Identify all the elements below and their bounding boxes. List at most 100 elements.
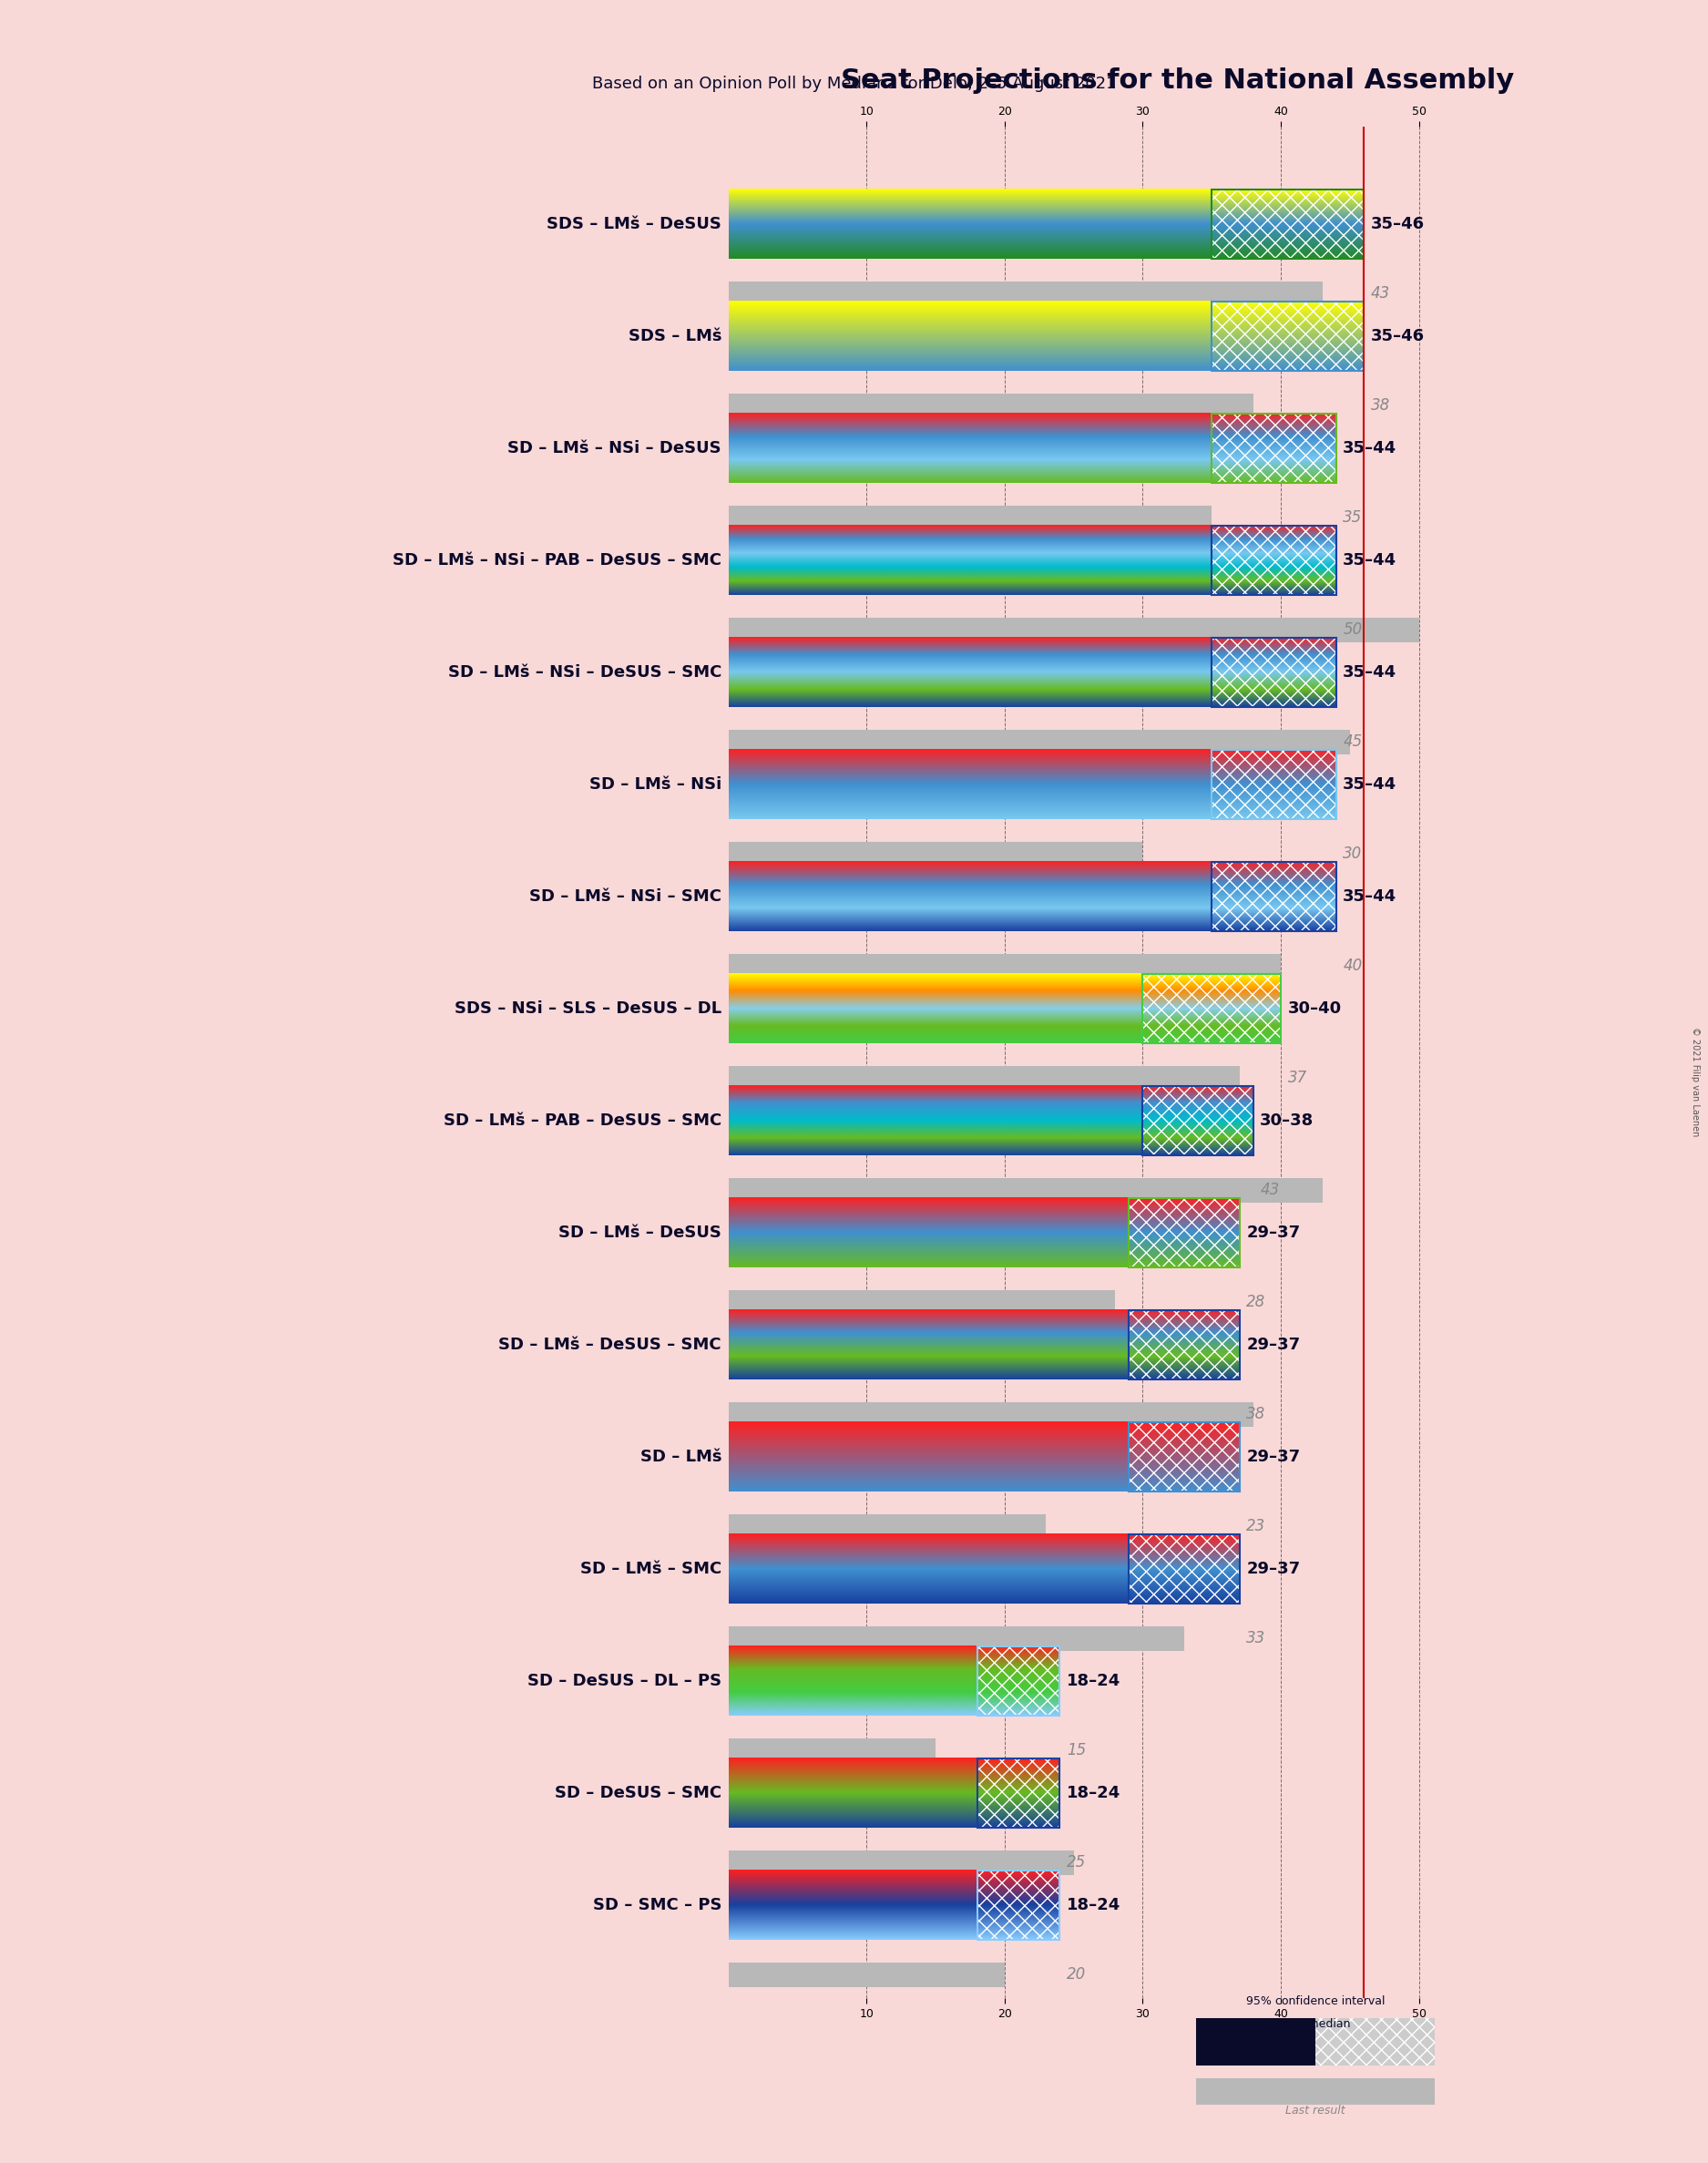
Text: SD – LMš – NSi: SD – LMš – NSi xyxy=(589,777,721,792)
Text: 95% confidence interval: 95% confidence interval xyxy=(1245,1996,1385,2007)
Text: 28: 28 xyxy=(1247,1293,1266,1311)
Text: 35–44: 35–44 xyxy=(1342,889,1397,904)
Text: SD – LMš – SMC: SD – LMš – SMC xyxy=(581,1562,721,1577)
Text: 30–38: 30–38 xyxy=(1261,1112,1313,1129)
Bar xyxy=(1129,1311,1240,1380)
Text: 29–37: 29–37 xyxy=(1247,1562,1300,1577)
Bar xyxy=(1196,2018,1315,2066)
Text: 35–46: 35–46 xyxy=(1370,216,1424,231)
Bar xyxy=(1211,751,1336,820)
Text: 38: 38 xyxy=(1370,398,1390,413)
Text: 45: 45 xyxy=(1342,733,1363,751)
Text: 29–37: 29–37 xyxy=(1247,1337,1300,1354)
Text: 18–24: 18–24 xyxy=(1068,1784,1120,1802)
Text: with median: with median xyxy=(1279,2018,1351,2029)
Text: SD – LMš – DeSUS: SD – LMš – DeSUS xyxy=(559,1224,721,1242)
Bar xyxy=(1211,413,1336,482)
Bar xyxy=(1143,1086,1254,1155)
Text: 35–44: 35–44 xyxy=(1342,439,1397,456)
Text: Last result: Last result xyxy=(1286,2105,1346,2115)
Bar xyxy=(1211,413,1336,482)
Text: 18–24: 18–24 xyxy=(1068,1672,1120,1689)
Text: 29–37: 29–37 xyxy=(1247,1224,1300,1242)
Text: 30–40: 30–40 xyxy=(1288,1001,1341,1017)
Bar xyxy=(728,1289,1115,1315)
Text: 37: 37 xyxy=(1288,1071,1307,1086)
Text: SD – LMš – NSi – PAB – DeSUS – SMC: SD – LMš – NSi – PAB – DeSUS – SMC xyxy=(393,552,721,569)
Text: © 2021 Filip van Laenen: © 2021 Filip van Laenen xyxy=(1691,1027,1699,1136)
Text: SDS – NSi – SLS – DeSUS – DL: SDS – NSi – SLS – DeSUS – DL xyxy=(454,1001,721,1017)
Text: 25: 25 xyxy=(1068,1854,1086,1871)
Bar xyxy=(1211,861,1336,932)
Text: SD – LMš – NSi – DeSUS: SD – LMš – NSi – DeSUS xyxy=(507,439,721,456)
Text: 35–44: 35–44 xyxy=(1342,552,1397,569)
Text: 40: 40 xyxy=(1342,958,1363,973)
Bar xyxy=(1143,973,1281,1043)
Bar xyxy=(1129,1534,1240,1603)
Bar xyxy=(728,1514,1045,1538)
Text: SD – LMš – NSi – DeSUS – SMC: SD – LMš – NSi – DeSUS – SMC xyxy=(447,664,721,681)
Bar xyxy=(977,1871,1061,1940)
Text: SDS – LMš – DeSUS: SDS – LMš – DeSUS xyxy=(547,216,721,231)
Bar xyxy=(1211,751,1336,820)
Bar xyxy=(977,1646,1061,1715)
Bar xyxy=(728,1179,1322,1203)
Bar xyxy=(1211,190,1363,260)
Bar xyxy=(728,954,1281,978)
Text: 35–46: 35–46 xyxy=(1370,329,1424,344)
Bar xyxy=(977,1759,1061,1828)
Bar xyxy=(1315,2018,1435,2066)
Text: 35–44: 35–44 xyxy=(1342,664,1397,681)
Bar xyxy=(1129,1423,1240,1492)
Bar xyxy=(1211,526,1336,595)
Text: 33: 33 xyxy=(1247,1631,1266,1646)
Text: 20: 20 xyxy=(1068,1966,1086,1983)
Bar xyxy=(728,1066,1240,1090)
Bar xyxy=(1129,1198,1240,1268)
Text: 15: 15 xyxy=(1068,1743,1086,1759)
Bar xyxy=(1143,973,1281,1043)
Bar xyxy=(728,1739,936,1763)
Bar xyxy=(1211,638,1336,707)
Bar xyxy=(1211,526,1336,595)
Bar xyxy=(1211,190,1363,260)
Text: SD – LMš – NSi – SMC: SD – LMš – NSi – SMC xyxy=(529,889,721,904)
Text: 35: 35 xyxy=(1342,510,1363,526)
Bar xyxy=(1211,638,1336,707)
Bar xyxy=(1129,1311,1240,1380)
Bar xyxy=(1143,1086,1254,1155)
Text: 29–37: 29–37 xyxy=(1247,1449,1300,1464)
Bar xyxy=(728,729,1349,755)
Text: SDS – LMš: SDS – LMš xyxy=(629,329,721,344)
Bar xyxy=(1211,301,1363,372)
Bar xyxy=(1211,301,1363,372)
Bar xyxy=(1129,1534,1240,1603)
Bar xyxy=(728,1962,1004,1988)
Bar xyxy=(728,841,1143,867)
Bar xyxy=(1129,1198,1240,1268)
Bar xyxy=(728,281,1322,305)
Bar xyxy=(1211,861,1336,932)
Bar xyxy=(728,394,1254,417)
Bar xyxy=(728,616,1419,642)
Text: SD – LMš – DeSUS – SMC: SD – LMš – DeSUS – SMC xyxy=(499,1337,721,1354)
Text: 43: 43 xyxy=(1261,1181,1279,1198)
Bar xyxy=(977,1646,1061,1715)
Text: SD – LMš: SD – LMš xyxy=(640,1449,721,1464)
Bar xyxy=(728,1402,1254,1428)
Bar xyxy=(977,1759,1061,1828)
Text: SD – SMC – PS: SD – SMC – PS xyxy=(593,1897,721,1914)
Bar xyxy=(728,1849,1074,1875)
Bar xyxy=(728,506,1211,530)
Text: SD – DeSUS – SMC: SD – DeSUS – SMC xyxy=(555,1784,721,1802)
Text: 18–24: 18–24 xyxy=(1068,1897,1120,1914)
Text: Based on an Opinion Poll by Mediana for Delo, 2–5 August 2021: Based on an Opinion Poll by Mediana for … xyxy=(593,76,1115,93)
Bar xyxy=(728,1627,1184,1650)
Bar xyxy=(977,1871,1061,1940)
Text: SD – DeSUS – DL – PS: SD – DeSUS – DL – PS xyxy=(528,1672,721,1689)
Text: SD – LMš – PAB – DeSUS – SMC: SD – LMš – PAB – DeSUS – SMC xyxy=(444,1112,721,1129)
Text: 43: 43 xyxy=(1370,286,1390,303)
Text: 50: 50 xyxy=(1342,621,1363,638)
Text: 38: 38 xyxy=(1247,1406,1266,1423)
Title: Seat Projections for the National Assembly: Seat Projections for the National Assemb… xyxy=(840,67,1513,95)
